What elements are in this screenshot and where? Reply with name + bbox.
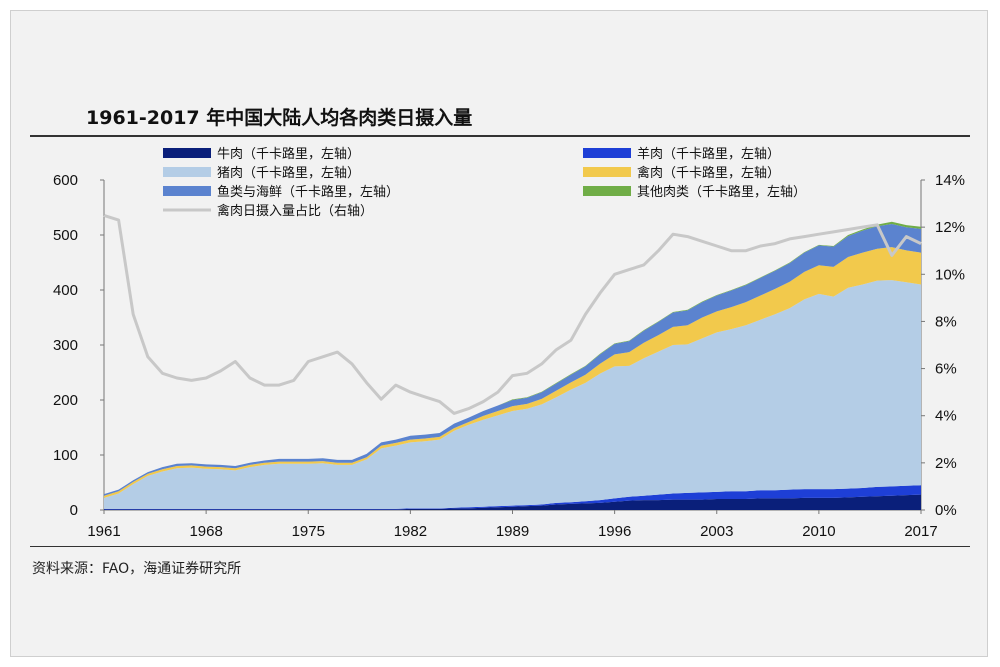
left-y-tick-label: 200 [53,392,78,409]
area-series-group [104,221,921,510]
line-series-group [103,213,922,415]
right-y-tick-label: 12% [935,219,965,236]
x-tick-label: 1975 [292,523,325,540]
legend-swatch-0 [163,148,211,158]
legend-swatch-3 [583,167,631,177]
x-tick-label: 1996 [598,523,631,540]
legend-swatch-2 [163,167,211,177]
legend: 牛肉（千卡路里，左轴） 羊肉（千卡路里，左轴） 猪肉（千卡路里，左轴） 禽肉（千卡路里… [163,146,806,219]
legend-label-3: 禽肉（千卡路里，左轴） [637,165,780,181]
left-y-tick-label: 0 [70,502,78,519]
x-tick-label: 1989 [496,523,529,540]
title-divider [30,135,970,137]
legend-label-4: 鱼类与海鲜（千卡路里，左轴） [217,184,399,200]
left-y-tick-label: 100 [53,447,78,464]
area-series-4 [104,224,921,496]
right-y-tick-labels: 0% 2% 4% 6% 8% 10% 12% 14% [921,172,965,519]
area-series-2 [104,280,921,509]
chart-title: 1961-2017 年中国大陆人均各肉类日摄入量 [86,107,473,129]
area-series-0 [104,494,921,510]
left-y-tick-label: 300 [53,337,78,354]
x-tick-label: 2003 [700,523,733,540]
right-y-tick-label: 2% [935,455,957,472]
source-note: 资料来源：FAO，海通证券研究所 [32,561,242,577]
legend-label-5: 其他肉类（千卡路里，左轴） [637,184,806,200]
area-series-3 [104,247,921,498]
left-y-tick-label: 600 [53,172,78,189]
right-y-tick-label: 14% [935,172,965,189]
x-tick-label: 2010 [802,523,835,540]
legend-swatch-4 [163,186,211,196]
legend-swatch-5 [583,186,631,196]
x-tick-label: 2017 [904,523,937,540]
right-y-tick-label: 0% [935,502,957,519]
left-y-tick-label: 400 [53,282,78,299]
right-y-tick-label: 6% [935,361,957,378]
legend-label-6: 禽肉日摄入量占比（右轴） [217,203,373,219]
x-tick-label: 1968 [189,523,222,540]
right-y-tick-label: 8% [935,313,957,330]
area-series-1 [104,485,921,510]
x-tick-label: 1961 [87,523,120,540]
line-series-0 [103,213,922,415]
left-y-tick-label: 500 [53,227,78,244]
legend-label-0: 牛肉（千卡路里，左轴） [217,146,360,162]
source-divider [30,546,970,547]
left-y-tick-labels: 0 100 200 300 400 500 600 [53,172,104,519]
legend-label-1: 羊肉（千卡路里，左轴） [637,146,780,162]
legend-label-2: 猪肉（千卡路里，左轴） [217,165,360,181]
right-y-tick-label: 4% [935,408,957,425]
legend-swatch-1 [583,148,631,158]
x-tick-labels: 1961 1968 1975 1982 1989 1996 2003 2010 2017 [87,510,938,540]
right-y-tick-label: 10% [935,266,965,283]
x-tick-label: 1982 [394,523,427,540]
